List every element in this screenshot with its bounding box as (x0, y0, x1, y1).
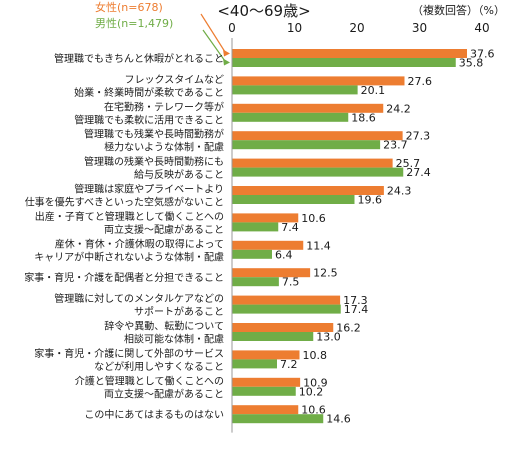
bar (232, 140, 381, 150)
bar (232, 295, 341, 305)
bar-value-label: 27.6 (408, 75, 433, 88)
bar-value-label: 16.2 (336, 322, 361, 335)
x-axis-ticks: 0 10 20 30 40 (228, 21, 489, 35)
legend-leader-arrow (200, 13, 227, 54)
category-label: 産休・育休・介護休暇の取得によって (55, 237, 224, 250)
chart-title: <40～69歳> (217, 2, 310, 20)
category-label: 仕事を優先すべきといった空気感がないこと (25, 196, 224, 209)
category-label: 出産・子育てと管理職として働くことへの (35, 210, 224, 223)
category-label: サポートがあること (134, 305, 224, 318)
bar (232, 323, 334, 332)
category-label: 始業・終業時間が柔軟であること (74, 86, 224, 99)
legend-entry: 女性(n=678) (95, 0, 163, 14)
bar-value-label: 10.8 (303, 349, 328, 362)
bar (232, 112, 349, 122)
bar-value-label: 24.3 (387, 185, 412, 198)
bar (232, 304, 341, 314)
category-label: 管理職でも柔軟に活用できること (74, 113, 224, 126)
bar (232, 167, 404, 177)
bar (232, 277, 279, 287)
category-label: 在宅勤務・テレワーク等が (104, 100, 224, 113)
x-tick-label: 40 (474, 21, 489, 35)
bar-value-label: 14.6 (326, 413, 351, 426)
bar (232, 76, 405, 86)
bar-value-label: 7.4 (281, 221, 299, 234)
bar-value-label: 25.7 (396, 157, 421, 170)
bar (232, 249, 272, 259)
bar (232, 131, 403, 141)
response-note: （複数回答）（%） (412, 3, 505, 17)
bar (232, 332, 314, 341)
x-tick-label: 20 (349, 21, 364, 35)
bar-value-label: 17.3 (343, 294, 368, 307)
bar-value-label: 24.2 (386, 102, 411, 115)
bar-value-label: 11.4 (306, 239, 331, 252)
bar (232, 213, 299, 223)
category-label: などが利用しやすくなること (94, 360, 224, 373)
category-label: 管理職でも残業や長時間勤務が (84, 128, 224, 141)
bar-value-label: 23.7 (383, 139, 408, 152)
bar (232, 414, 324, 424)
bar-value-label: 6.4 (275, 248, 293, 261)
bar-value-label: 7.2 (280, 358, 298, 371)
category-label: 辞令や異動、転勤について (104, 320, 224, 333)
x-tick-label: 10 (287, 21, 302, 35)
bars: 37.6 27.6 24.2 27.3 25.7 24.3 10.6 11.4 12.5 17.3… (232, 48, 495, 426)
bar (232, 268, 311, 278)
category-labels: 管理職でもきちんと休暇がとれることフレックスタイムなど始業・終業時間が柔軟である… (24, 52, 224, 421)
legend-leader-arrow (202, 29, 227, 63)
bar-value-label: 17.4 (344, 303, 369, 316)
category-label: 家事・育児・介護を配偶者と分担できること (24, 271, 224, 284)
category-label: 家事・育児・介護に関して外部のサービス (34, 347, 224, 360)
bar-value-label: 27.4 (406, 166, 431, 179)
category-label: 両立支援～配慮があること (104, 223, 224, 236)
category-label: 介護と管理職として働くことへの (75, 374, 224, 387)
bar-value-label: 18.6 (351, 111, 376, 124)
category-label: 管理職の残業や長時間勤務にも (84, 155, 224, 168)
bar-value-label: 35.8 (459, 57, 484, 70)
category-label: 管理職は家庭やプライベートより (74, 183, 224, 196)
category-label: この中にあてはまるものはない (84, 408, 224, 421)
bar-value-label: 27.3 (406, 130, 431, 143)
bar (232, 58, 456, 67)
legend-arrowhead (223, 58, 230, 66)
legend-entry: 男性(n=1,479) (95, 16, 173, 30)
bar-value-label: 13.0 (316, 331, 341, 344)
category-label: 管理職でもきちんと休暇がとれること (54, 52, 224, 65)
bar-value-label: 10.9 (303, 376, 328, 389)
bar-value-label: 10.6 (301, 212, 326, 225)
category-label: 両立支援～配慮があること (104, 387, 224, 400)
bar-value-label: 7.5 (282, 276, 300, 289)
x-tick-label: 30 (412, 21, 427, 35)
bar-value-label: 37.6 (470, 48, 495, 61)
x-tick-label: 0 (228, 21, 236, 35)
bar-value-label: 19.6 (358, 194, 383, 207)
bar (232, 103, 384, 113)
bar (232, 350, 300, 360)
category-label: フレックスタイムなど (125, 74, 225, 86)
category-label: 極力ないような体制・配慮 (104, 141, 224, 154)
bar (232, 222, 279, 232)
bar (232, 405, 299, 415)
bar-value-label: 10.6 (301, 404, 326, 417)
bar (232, 85, 358, 95)
bar-value-label: 20.1 (361, 84, 386, 97)
category-label: 相談可能な体制・配慮 (124, 333, 224, 346)
category-label: 管理職に対してのメンタルケアなどの (54, 292, 224, 305)
bar (232, 377, 301, 387)
category-label: キャリアが中断されないような体制・配慮 (34, 250, 224, 263)
bar (232, 195, 355, 204)
legend-arrowhead (223, 49, 230, 57)
bar-value-label: 10.2 (299, 385, 324, 398)
bar (232, 158, 393, 168)
bar (232, 386, 296, 396)
bar (232, 186, 384, 195)
legend: 女性(n=678) 男性(n=1,479) (95, 0, 230, 66)
bar-value-label: 12.5 (313, 267, 338, 280)
bar (232, 240, 304, 250)
bar (232, 49, 467, 58)
category-label: 給与反映があること (134, 168, 224, 181)
bar (232, 359, 277, 369)
